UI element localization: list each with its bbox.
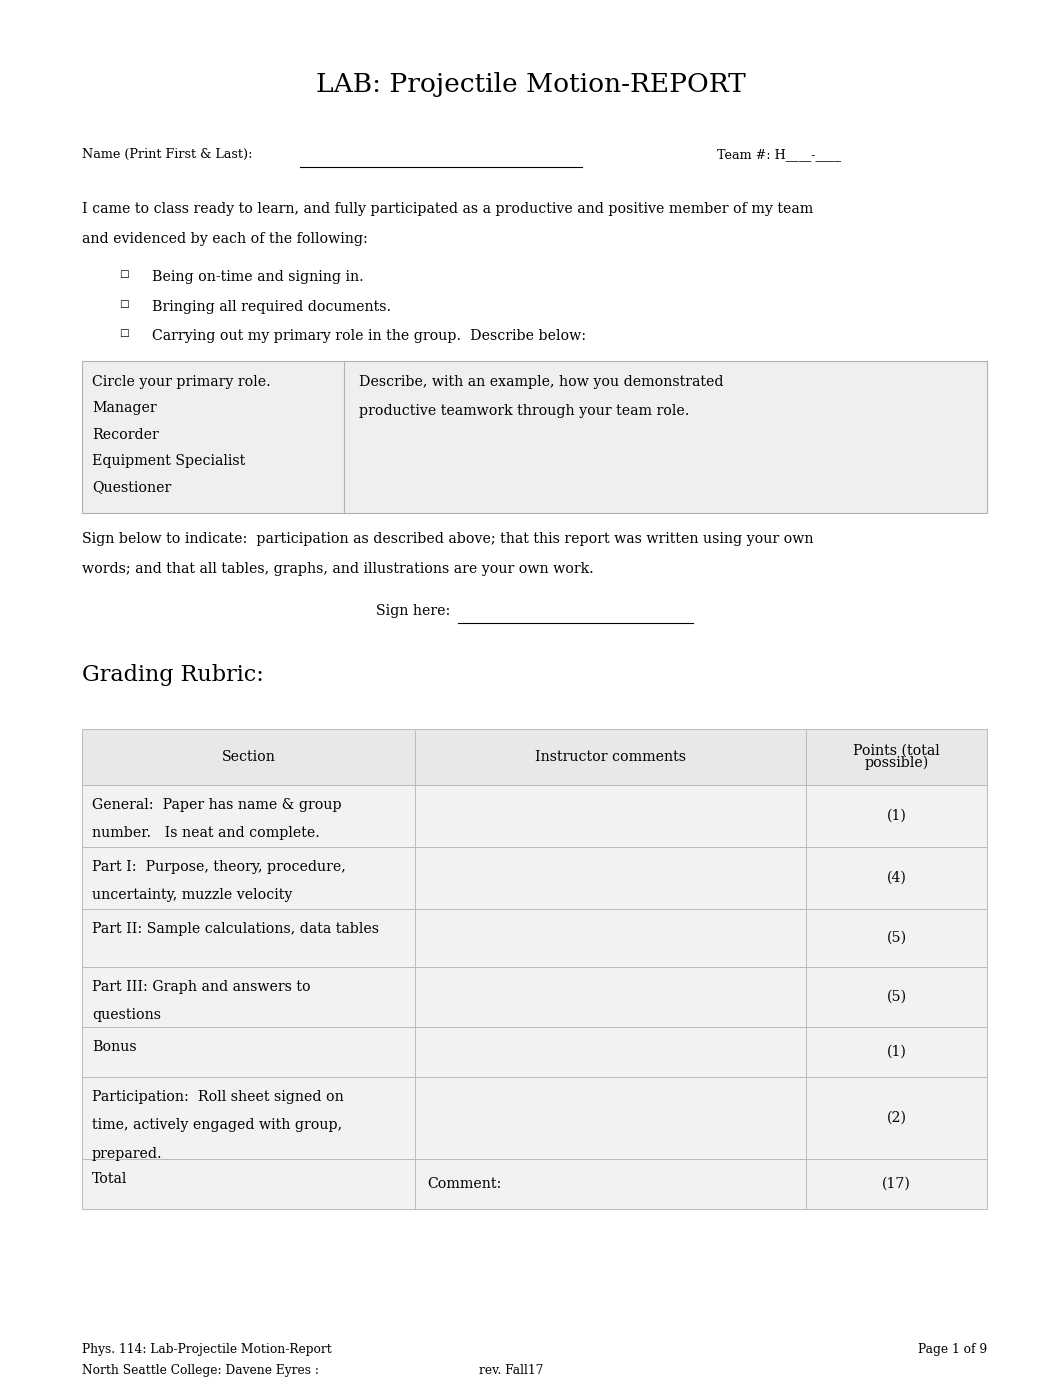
Text: (2): (2) — [887, 1111, 907, 1125]
Text: Page 1 of 9: Page 1 of 9 — [918, 1343, 987, 1356]
Text: possible): possible) — [864, 756, 928, 771]
Text: LAB: Projectile Motion-REPORT: LAB: Projectile Motion-REPORT — [316, 72, 746, 96]
Text: (1): (1) — [887, 810, 907, 823]
FancyBboxPatch shape — [82, 847, 987, 909]
FancyBboxPatch shape — [82, 1159, 987, 1209]
Text: (5): (5) — [887, 990, 907, 1004]
FancyBboxPatch shape — [82, 785, 987, 847]
Text: Recorder: Recorder — [92, 427, 158, 442]
Text: (5): (5) — [887, 931, 907, 945]
Text: rev. Fall17: rev. Fall17 — [479, 1365, 543, 1377]
Text: number.   Is neat and complete.: number. Is neat and complete. — [92, 826, 320, 840]
Text: Describe, with an example, how you demonstrated: Describe, with an example, how you demon… — [359, 375, 723, 388]
Text: Total: Total — [92, 1172, 127, 1186]
FancyBboxPatch shape — [82, 1077, 987, 1159]
Text: I came to class ready to learn, and fully participated as a productive and posit: I came to class ready to learn, and full… — [82, 202, 813, 216]
Text: Manager: Manager — [92, 401, 156, 414]
Text: North Seattle College: Davene Eyres :: North Seattle College: Davene Eyres : — [82, 1365, 319, 1377]
Text: Bonus: Bonus — [92, 1040, 137, 1053]
Text: and evidenced by each of the following:: and evidenced by each of the following: — [82, 231, 367, 246]
Text: (17): (17) — [883, 1177, 911, 1191]
Text: (1): (1) — [887, 1045, 907, 1059]
Text: Bringing all required documents.: Bringing all required documents. — [152, 300, 391, 314]
Text: Name (Print First & Last):: Name (Print First & Last): — [82, 147, 253, 161]
Text: □: □ — [119, 329, 129, 337]
FancyBboxPatch shape — [82, 728, 987, 785]
Text: Carrying out my primary role in the group.  Describe below:: Carrying out my primary role in the grou… — [152, 329, 586, 343]
FancyBboxPatch shape — [82, 909, 987, 967]
Text: Phys. 114: Lab-Projectile Motion-Report: Phys. 114: Lab-Projectile Motion-Report — [82, 1343, 331, 1356]
Text: time, actively engaged with group,: time, actively engaged with group, — [92, 1118, 342, 1132]
FancyBboxPatch shape — [82, 361, 987, 512]
Text: Participation:  Roll sheet signed on: Participation: Roll sheet signed on — [92, 1091, 344, 1104]
Text: uncertainty, muzzle velocity: uncertainty, muzzle velocity — [92, 888, 292, 902]
Text: Part I:  Purpose, theory, procedure,: Part I: Purpose, theory, procedure, — [92, 861, 346, 874]
Text: Circle your primary role.: Circle your primary role. — [92, 375, 271, 388]
FancyBboxPatch shape — [82, 967, 987, 1027]
Text: Questioner: Questioner — [92, 481, 171, 494]
Text: (4): (4) — [887, 872, 907, 885]
Text: questions: questions — [92, 1008, 161, 1023]
Text: General:  Paper has name & group: General: Paper has name & group — [92, 799, 342, 812]
Text: Comment:: Comment: — [427, 1177, 501, 1191]
Text: prepared.: prepared. — [92, 1147, 162, 1161]
FancyBboxPatch shape — [82, 1027, 987, 1077]
Text: Points (total: Points (total — [853, 744, 940, 757]
Text: Sign here:: Sign here: — [376, 605, 455, 618]
Text: □: □ — [119, 300, 129, 308]
Text: Part II: Sample calculations, data tables: Part II: Sample calculations, data table… — [92, 923, 379, 936]
Text: □: □ — [119, 270, 129, 280]
Text: productive teamwork through your team role.: productive teamwork through your team ro… — [359, 403, 689, 419]
Text: Sign below to indicate:  participation as described above; that this report was : Sign below to indicate: participation as… — [82, 533, 813, 547]
Text: words; and that all tables, graphs, and illustrations are your own work.: words; and that all tables, graphs, and … — [82, 562, 594, 576]
Text: Being on-time and signing in.: Being on-time and signing in. — [152, 270, 364, 284]
Text: Section: Section — [222, 750, 275, 764]
Text: Grading Rubric:: Grading Rubric: — [82, 664, 263, 686]
Text: Instructor comments: Instructor comments — [535, 750, 686, 764]
Text: Team #: H____-____: Team #: H____-____ — [717, 147, 841, 161]
Text: Part III: Graph and answers to: Part III: Graph and answers to — [92, 980, 310, 994]
Text: Equipment Specialist: Equipment Specialist — [92, 454, 245, 468]
